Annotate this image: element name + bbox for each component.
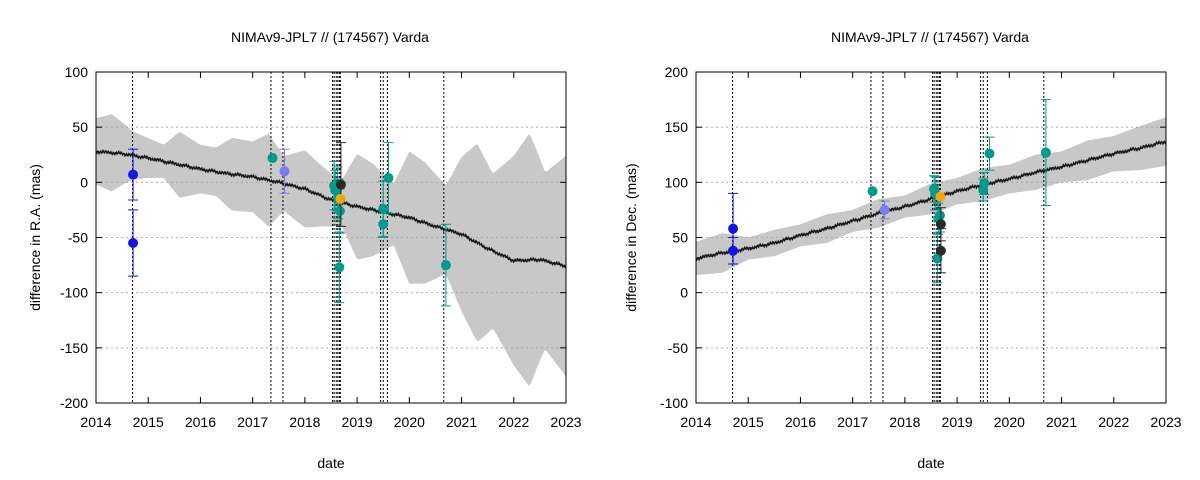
ra-chart: NIMAv9-JPL7 // (174567) Varda 100 50 0 -50 -1… [27, 29, 582, 471]
x-tick-label: 2020 [394, 414, 425, 430]
y-tick-label: -50 [68, 230, 88, 246]
x-tick-label: 2022 [1098, 414, 1129, 430]
x-tick-label: 2017 [837, 414, 868, 430]
y-tick-label: 100 [665, 174, 689, 190]
x-tick-label: 2019 [942, 414, 973, 430]
x-tick-label: 2022 [498, 414, 529, 430]
chart-title: NIMAv9-JPL7 // (174567) Varda [231, 29, 429, 45]
data-point-teal [934, 210, 945, 221]
dec-chart: NIMAv9-JPL7 // (174567) Varda 200 150 100 50… [623, 29, 1182, 471]
data-point-teal [440, 260, 451, 271]
trend-line [695, 140, 1167, 262]
data-point-lightblue [879, 204, 890, 215]
y-tick-label: 150 [665, 119, 689, 135]
data-point-blue [128, 238, 139, 249]
data-point-blue [728, 223, 739, 234]
x-tick-label: 2023 [1150, 414, 1181, 430]
data-point-lightblue [279, 166, 290, 177]
y-tick-label: -50 [668, 340, 688, 356]
x-tick-label: 2021 [1046, 414, 1077, 430]
y-tick-label: 50 [672, 230, 688, 246]
x-tick-label: 2014 [80, 414, 111, 430]
y-tick-label: -100 [60, 285, 88, 301]
y-axis-label: difference in Dec. (mas) [623, 163, 639, 311]
x-tick-label: 2018 [289, 414, 320, 430]
y-tick-label: -200 [60, 395, 88, 411]
x-tick-label: 2017 [237, 414, 268, 430]
y-tick-label: -150 [60, 340, 88, 356]
x-axis-label: date [317, 455, 344, 471]
data-point-teal [334, 262, 345, 273]
data-point-teal [378, 219, 389, 230]
data-point-black [935, 245, 946, 256]
x-tick-label: 2023 [550, 414, 581, 430]
x-tick-label: 2021 [446, 414, 477, 430]
x-tick-label: 2018 [889, 414, 920, 430]
data-point-teal [267, 153, 278, 164]
data-point-teal [979, 178, 990, 189]
y-axis-label: difference in R.A. (mas) [27, 164, 43, 311]
data-point-teal [1040, 147, 1051, 158]
y-tick-label: 0 [80, 174, 88, 190]
x-tick-label: 2020 [994, 414, 1025, 430]
x-tick-label: 2019 [342, 414, 373, 430]
data-point-teal [984, 148, 995, 159]
y-tick-label: -100 [660, 395, 688, 411]
data-point-teal [867, 186, 878, 197]
data-point-black [935, 219, 946, 230]
x-axis-label: date [917, 455, 944, 471]
data-point-blue [728, 245, 739, 256]
data-point-teal [932, 253, 943, 264]
y-tick-label: 100 [65, 64, 89, 80]
data-point-orange [335, 193, 346, 204]
trend-line [95, 149, 567, 269]
chart-title: NIMAv9-JPL7 // (174567) Varda [831, 29, 1029, 45]
x-tick-label: 2015 [733, 414, 764, 430]
y-tick-label: 50 [72, 119, 88, 135]
x-tick-label: 2016 [785, 414, 816, 430]
uncertainty-band [96, 114, 566, 386]
data-point-orange [935, 191, 946, 202]
x-tick-label: 2014 [680, 414, 711, 430]
data-point-blue [128, 169, 139, 180]
data-point-teal [334, 206, 345, 217]
x-tick-label: 2015 [133, 414, 164, 430]
data-point-teal [383, 172, 394, 183]
x-tick-label: 2016 [185, 414, 216, 430]
y-tick-label: 200 [665, 64, 689, 80]
data-point-black [335, 179, 346, 190]
y-tick-label: 0 [680, 285, 688, 301]
